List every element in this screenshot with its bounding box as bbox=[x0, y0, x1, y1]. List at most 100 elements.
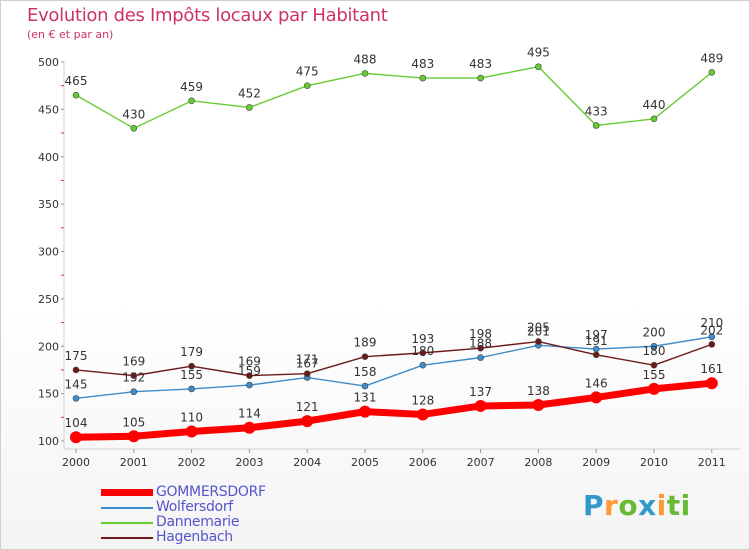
data-label: 128 bbox=[411, 393, 434, 407]
data-label: 465 bbox=[65, 74, 88, 88]
x-tick-label: 2002 bbox=[178, 456, 206, 469]
data-point bbox=[419, 349, 427, 357]
data-label: 114 bbox=[238, 407, 261, 421]
data-label: 155 bbox=[643, 368, 666, 382]
y-tick-label: 250 bbox=[38, 293, 59, 306]
data-label: 459 bbox=[180, 80, 203, 94]
data-point bbox=[303, 82, 311, 89]
y-tick-label: 350 bbox=[38, 198, 59, 211]
data-point bbox=[130, 372, 138, 379]
data-point bbox=[359, 405, 371, 418]
legend-item-wolfersdorf: Wolfersdorf bbox=[101, 500, 266, 515]
data-point bbox=[246, 381, 253, 389]
legend-label: Dannemarie bbox=[156, 514, 240, 530]
legend-label: GOMMERSDORF bbox=[156, 484, 266, 500]
legend-label: Wolfersdorf bbox=[156, 499, 233, 515]
data-label: 155 bbox=[180, 368, 203, 382]
data-label: 198 bbox=[469, 327, 492, 341]
series-line-hagenbach bbox=[75, 340, 713, 377]
data-label: 197 bbox=[585, 328, 608, 342]
data-label: 495 bbox=[527, 46, 550, 60]
x-tick-label: 2005 bbox=[351, 456, 379, 469]
data-label: 105 bbox=[122, 415, 145, 429]
logo-letter: x bbox=[638, 489, 657, 522]
x-tick-label: 2000 bbox=[62, 456, 90, 469]
data-label: 483 bbox=[469, 57, 492, 71]
data-point bbox=[303, 370, 311, 378]
data-label: 110 bbox=[180, 411, 203, 425]
data-label: 191 bbox=[585, 334, 608, 348]
legend-item-gommersdorf: GOMMERSDORF bbox=[101, 485, 266, 500]
data-point bbox=[72, 91, 80, 99]
data-point bbox=[246, 372, 253, 379]
data-point bbox=[650, 342, 658, 350]
data-label: 210 bbox=[700, 316, 723, 330]
data-label: 137 bbox=[469, 385, 492, 399]
data-label: 138 bbox=[527, 384, 550, 398]
data-label: 430 bbox=[122, 107, 145, 121]
x-tick-label: 2007 bbox=[467, 456, 495, 469]
series-line-dannemarie bbox=[75, 66, 713, 130]
data-point bbox=[70, 431, 82, 444]
data-point bbox=[188, 362, 195, 370]
data-label: 146 bbox=[585, 376, 608, 390]
y-tick-label: 150 bbox=[38, 388, 59, 401]
legend-label: Hagenbach bbox=[156, 529, 233, 545]
data-point bbox=[592, 122, 600, 129]
data-point bbox=[188, 385, 195, 393]
y-tick-label: 200 bbox=[38, 340, 59, 353]
data-label: 169 bbox=[238, 355, 261, 369]
data-label: 205 bbox=[527, 321, 550, 335]
data-point bbox=[243, 421, 256, 434]
data-label: 433 bbox=[585, 104, 608, 118]
data-label: 175 bbox=[65, 349, 88, 363]
series-line-wolfersdorf bbox=[75, 336, 713, 400]
x-tick-label: 2003 bbox=[235, 456, 263, 469]
data-point bbox=[72, 366, 80, 374]
x-tick-label: 2001 bbox=[120, 456, 148, 469]
data-label: 200 bbox=[643, 325, 666, 339]
legend-swatch bbox=[101, 536, 153, 539]
data-label: 489 bbox=[700, 51, 723, 65]
data-label: 202 bbox=[700, 323, 723, 337]
data-label: 483 bbox=[411, 57, 434, 71]
data-point bbox=[592, 351, 600, 359]
data-point bbox=[185, 425, 198, 438]
data-label: 145 bbox=[65, 377, 88, 391]
logo-letter: P bbox=[583, 489, 605, 522]
data-point bbox=[648, 382, 660, 395]
logo-letter: i bbox=[656, 489, 667, 522]
data-point bbox=[708, 341, 716, 348]
data-point bbox=[474, 399, 487, 412]
x-tick-label: 2006 bbox=[409, 456, 437, 469]
data-point bbox=[246, 104, 253, 111]
logo-letter: t bbox=[666, 489, 681, 522]
data-label: 179 bbox=[180, 345, 203, 359]
data-point bbox=[130, 388, 138, 396]
logo-letter: r bbox=[604, 489, 619, 522]
y-tick-label: 400 bbox=[38, 151, 59, 164]
data-label: 158 bbox=[354, 365, 377, 379]
data-label: 475 bbox=[296, 65, 319, 79]
data-point bbox=[477, 74, 484, 82]
data-label: 440 bbox=[643, 98, 666, 112]
legend-swatch bbox=[101, 506, 153, 509]
data-label: 161 bbox=[700, 362, 723, 376]
x-tick-label: 2004 bbox=[293, 456, 321, 469]
data-point bbox=[705, 377, 718, 390]
data-label: 169 bbox=[122, 355, 145, 369]
data-label: 171 bbox=[296, 353, 319, 367]
x-tick-label: 2011 bbox=[698, 456, 726, 469]
x-tick-label: 2009 bbox=[582, 456, 610, 469]
data-label: 167 bbox=[296, 357, 319, 371]
data-label: 131 bbox=[354, 391, 377, 405]
y-tick-label: 450 bbox=[38, 103, 59, 116]
legend: GOMMERSDORF Wolfersdorf Dannemarie Hagen… bbox=[101, 485, 266, 545]
data-point bbox=[708, 69, 716, 76]
data-point bbox=[590, 391, 603, 404]
chart-title: Evolution des Impôts locaux par Habitant bbox=[27, 5, 388, 26]
data-point bbox=[535, 63, 542, 71]
legend-item-hagenbach: Hagenbach bbox=[101, 530, 266, 545]
